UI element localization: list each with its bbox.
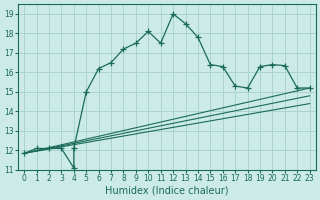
X-axis label: Humidex (Indice chaleur): Humidex (Indice chaleur) bbox=[105, 186, 229, 196]
